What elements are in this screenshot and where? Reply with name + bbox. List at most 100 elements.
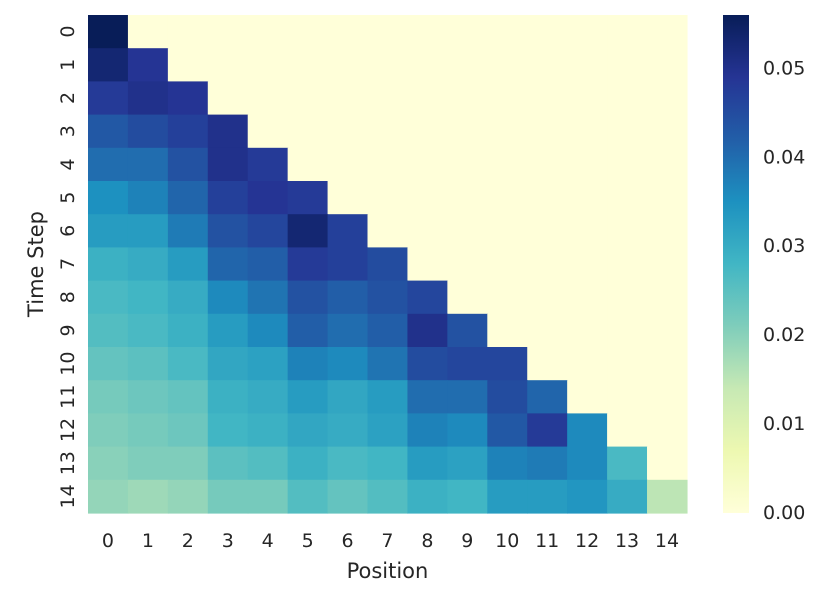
heatmap-cell [247,479,289,514]
heatmap-cell [287,147,329,182]
heatmap-cell [127,479,169,514]
heatmap-cell [127,247,169,282]
heatmap-cell [127,181,169,215]
heatmap-cell [367,15,409,49]
heatmap-cell [407,380,448,414]
y-tick-label: 6 [57,225,79,237]
heatmap-cell [647,413,688,448]
heatmap-cell [287,280,329,315]
heatmap-cell [327,214,369,248]
heatmap-cell [127,313,169,348]
heatmap-cell [487,380,528,414]
heatmap-cell [367,147,409,182]
heatmap-cell [607,280,648,315]
heatmap-cell [527,114,568,149]
heatmap-cell [167,313,209,348]
heatmap-cell [647,147,688,182]
heatmap-cell [287,214,329,248]
heatmap-cell [607,313,648,348]
heatmap-cell [88,347,129,381]
heatmap-cell [367,181,409,215]
heatmap-cell [647,181,688,215]
heatmap-cell [567,413,608,448]
colorbar-tick-label: 0.02 [763,324,805,346]
heatmap-cell [327,15,369,49]
heatmap-cell [567,313,608,348]
heatmap-cell [167,247,209,282]
heatmap-cell [88,214,129,248]
x-tick-labels: 0 1 2 3 4 5 6 7 8 9 10 11 12 13 14 [102,530,679,552]
heatmap-cell [367,380,409,414]
heatmap-cell [327,479,369,514]
heatmap-cell [407,446,448,481]
heatmap-cell [647,347,688,381]
x-tick-label: 9 [461,530,473,552]
heatmap-cell [407,48,448,82]
heatmap-cell [367,347,409,381]
heatmap-cell [167,347,209,381]
x-tick-label: 14 [655,530,679,552]
heatmap-cell [447,479,488,514]
heatmap-cell [527,280,568,315]
x-tick-label: 6 [342,530,354,552]
x-tick-label: 4 [262,530,274,552]
heatmap-cell [247,214,289,248]
heatmap-cell [327,181,369,215]
heatmap-cell [367,114,409,149]
heatmap-cell [607,81,648,116]
heatmap-cell [127,446,169,481]
heatmap-cell [167,446,209,481]
heatmap-cell [287,347,329,381]
heatmap-cell [647,114,688,149]
heatmap-cell [487,81,528,116]
heatmap-cell [487,114,528,149]
heatmap-cell [327,380,369,414]
heatmap-cell [207,380,249,414]
heatmap-cell [367,479,409,514]
heatmap-cell [207,114,249,149]
heatmap-cell [647,214,688,248]
heatmap-cell [247,413,289,448]
heatmap-cell [447,380,488,414]
heatmap-cell [527,48,568,82]
heatmap-cell [247,181,289,215]
heatmap-cell [447,15,488,49]
x-tick-label: 3 [222,530,234,552]
heatmap-cell [567,214,608,248]
heatmap-cell [88,413,129,448]
heatmap-cell [127,347,169,381]
heatmap-cell [367,446,409,481]
heatmap-cell [607,347,648,381]
y-tick-label: 10 [57,352,79,376]
heatmap-cell [447,247,488,282]
heatmap-cell [487,247,528,282]
heatmap-cell [88,446,129,481]
heatmap-cell [487,147,528,182]
y-tick-label: 13 [57,451,79,475]
heatmap-cell [527,413,568,448]
heatmap-cell [527,15,568,49]
heatmap-cell [167,48,209,82]
heatmap-cell [88,313,129,348]
heatmap-cell [207,247,249,282]
heatmap-cell [567,181,608,215]
heatmap-cell [207,214,249,248]
heatmap-cell [327,81,369,116]
heatmap-cell [567,446,608,481]
heatmap-cell [527,313,568,348]
heatmap-cell [567,479,608,514]
heatmap-cell [527,446,568,481]
heatmap-cell [567,347,608,381]
heatmap-cell [127,114,169,149]
heatmap-cell [127,81,169,116]
colorbar-tick-label: 0.05 [763,57,805,79]
heatmap-cell [647,247,688,282]
heatmap-cell [447,313,488,348]
heatmap-cell [207,181,249,215]
heatmap-cell [327,147,369,182]
heatmap-cell [127,214,169,248]
heatmap-cell [407,347,448,381]
heatmap-cell [88,380,129,414]
heatmap-cell [88,181,129,215]
